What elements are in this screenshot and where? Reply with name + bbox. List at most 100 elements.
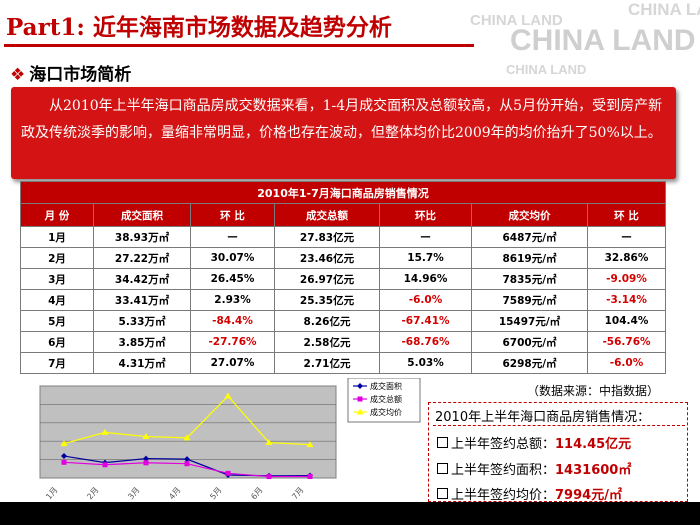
data-point [184, 456, 190, 463]
table-cell: -27.76% [190, 331, 275, 353]
data-point [143, 455, 149, 462]
table-row: 7月 4.31万㎡ 27.07% 2.71亿元 5.03% 6298元/㎡ -6.0% [20, 352, 666, 374]
row-month-cell: 7月 [20, 352, 94, 374]
summary-value: 1431600㎡ [555, 463, 632, 478]
table-cell: -67.41% [379, 310, 472, 332]
diamond-bullet-icon: ❖ [10, 65, 26, 85]
data-point [184, 461, 190, 467]
data-point [224, 392, 232, 399]
x-tick-label: 6月 [249, 486, 264, 502]
table-cell: 14.96% [379, 268, 472, 290]
summary-divider [433, 425, 685, 427]
table-cell: 34.42万㎡ [93, 268, 191, 290]
footer-bar [0, 502, 700, 525]
table-cell: 2.58亿元 [274, 331, 380, 353]
legend-label: 成交均价 [370, 407, 402, 417]
summary-label: 上半年签约均价： [451, 488, 556, 503]
data-point [183, 434, 191, 441]
watermark-2: CHINA LAND [470, 12, 563, 29]
summary-item: 上半年签约面积：1431600㎡ [437, 459, 631, 478]
summary-item: 上半年签约均价：7994元/㎡ [437, 484, 622, 503]
summary-value: 7994元/㎡ [555, 488, 622, 503]
table-cell: 2.71亿元 [274, 352, 380, 374]
table-cell: 8.26亿元 [274, 310, 380, 332]
table-cell: 27.83亿元 [274, 226, 380, 248]
table-cell: 30.07% [190, 247, 275, 269]
table-cell: — [190, 226, 275, 248]
table-cell: 27.07% [190, 352, 275, 374]
data-point [265, 439, 273, 446]
data-point [225, 470, 231, 476]
checkbox-icon [437, 437, 448, 448]
table-cell: 5.03% [379, 352, 472, 374]
data-point [60, 440, 68, 447]
col-header: 成交总额 [274, 203, 380, 227]
x-tick-label: 5月 [208, 486, 223, 502]
col-header: 环比 [379, 203, 472, 227]
table-cell: 7589元/㎡ [471, 289, 588, 311]
x-tick-label: 3月 [126, 486, 141, 502]
summary-value: 114.45亿元 [555, 437, 632, 452]
table-cell: — [379, 226, 472, 248]
table-cell: 27.22万㎡ [93, 247, 191, 269]
col-header: 环 比 [587, 203, 666, 227]
row-month-cell: 2月 [20, 247, 94, 269]
checkbox-icon [437, 463, 448, 474]
row-month-cell: 1月 [20, 226, 94, 248]
table-cell: 15.7% [379, 247, 472, 269]
col-header: 成交面积 [93, 203, 191, 227]
x-tick-label: 7月 [290, 486, 305, 502]
data-point [61, 453, 67, 460]
table-cell: 26.97亿元 [274, 268, 380, 290]
table-caption: 2010年1-7月海口商品房销售情况 [20, 181, 666, 204]
summary-label: 上半年签约面积： [451, 463, 556, 478]
table-row: 3月 34.42万㎡ 26.45% 26.97亿元 14.96% 7835元/㎡ -9.09… [20, 268, 666, 290]
data-point [61, 459, 67, 465]
table-cell: — [587, 226, 666, 248]
subtitle-text: 海口市场简析 [29, 65, 132, 85]
table-cell: 8619元/㎡ [471, 247, 588, 269]
row-month-cell: 3月 [20, 268, 94, 290]
col-header: 成交均价 [471, 203, 588, 227]
table-cell: 7835元/㎡ [471, 268, 588, 290]
table-cell: 25.35亿元 [274, 289, 380, 311]
table-cell: 104.4% [587, 310, 666, 332]
table-cell: 6700元/㎡ [471, 331, 588, 353]
row-month-cell: 5月 [20, 310, 94, 332]
table-header-row: 月 份 成交面积 环 比 成交总额 环比 成交均价 环 比 [20, 203, 666, 227]
summary-label: 上半年签约总额： [451, 437, 556, 452]
data-point [266, 474, 272, 480]
legend-marker [357, 396, 363, 402]
sales-table: 2010年1-7月海口商品房销售情况 月 份 成交面积 环 比 成交总额 环比 … [20, 181, 666, 374]
table-row: 6月 3.85万㎡ -27.76% 2.58亿元 -68.76% 6700元/㎡ -56.7… [20, 331, 666, 353]
table-cell: -9.09% [587, 268, 666, 290]
table-cell: -3.14% [587, 289, 666, 311]
row-month-cell: 6月 [20, 331, 94, 353]
legend-label: 成交总额 [370, 394, 402, 404]
table-cell: 23.46亿元 [274, 247, 380, 269]
row-month-cell: 4月 [20, 289, 94, 311]
table-cell: 38.93万㎡ [93, 226, 191, 248]
section-subtitle: ❖ 海口市场简析 [10, 60, 131, 85]
table-cell: 3.85万㎡ [93, 331, 191, 353]
table-cell: 26.45% [190, 268, 275, 290]
table-cell: -68.76% [379, 331, 472, 353]
table-cell: 33.41万㎡ [93, 289, 191, 311]
summary-title: 2010年上半年海口商品房销售情况： [435, 410, 651, 425]
data-point [306, 441, 314, 448]
data-point [142, 433, 150, 440]
watermark-4: CHINA LAND [506, 62, 587, 77]
table-row: 2月 27.22万㎡ 30.07% 23.46亿元 15.7% 8619元/㎡ 32.86% [20, 247, 666, 269]
table-cell: 4.31万㎡ [93, 352, 191, 374]
summary-item: 上半年签约总额：114.45亿元 [437, 433, 631, 452]
table-cell: 15497元/㎡ [471, 310, 588, 332]
title-divider [4, 44, 474, 47]
table-row: 1月 38.93万㎡ —27.83亿元 —6487元/㎡ — [20, 226, 666, 248]
col-header: 环 比 [190, 203, 275, 227]
table-cell: -6.0% [587, 352, 666, 374]
col-header: 月 份 [20, 203, 94, 227]
legend-label: 成交面积 [370, 381, 402, 391]
page-title: Part1: 近年海南市场数据及趋势分析 [6, 14, 392, 41]
data-point [101, 428, 109, 435]
table-row: 5月 5.33万㎡ -84.4% 8.26亿元 -67.41% 15497元/㎡ 104.4… [20, 310, 666, 332]
